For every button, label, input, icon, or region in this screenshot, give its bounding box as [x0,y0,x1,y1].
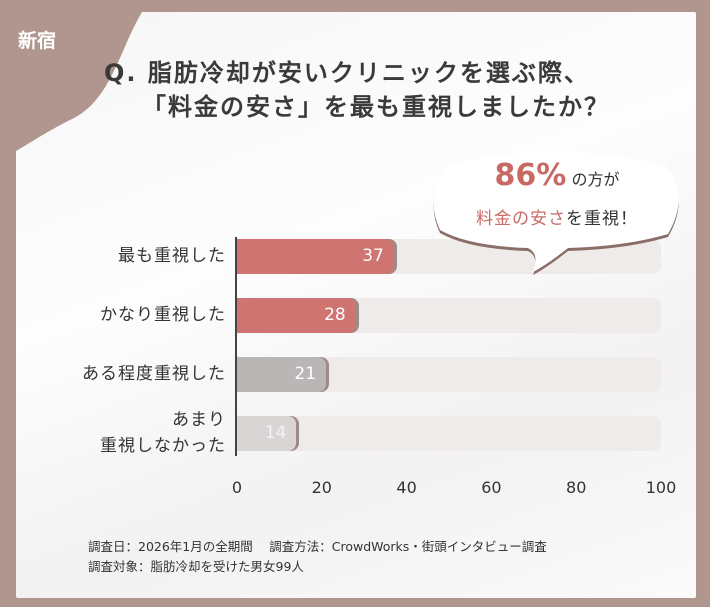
location-tag: 新宿 [18,30,57,52]
title-line2: 「料金の安さ」を最も重視しましたか？ [142,93,610,121]
callout-percent: 86% [494,158,567,193]
bar-value-label: 14 [264,423,287,443]
callout-highlight: 料金の安さ [476,209,566,229]
footer-survey-info: 調査日：2026年1月の全期間 調査方法：CrowdWorks・街頭インタビュー… [88,539,547,554]
bar: 21 [237,357,327,392]
title-line1: Q. 脂肪冷却が安いクリニックを選ぶ際、 [104,59,590,87]
callout-line1: 86% の方が [428,158,686,193]
footer-survey-target: 調査対象：脂肪冷却を受けた男女99人 [88,559,304,574]
callout-text2: を重視！ [566,209,638,229]
category-label: 最も重視した [118,246,226,266]
callout-text1: の方が [571,170,620,189]
y-axis-line [235,237,237,456]
category-label: かなり重視した [100,305,226,325]
x-tick-label: 0 [231,478,243,497]
x-tick-label: 80 [566,478,587,497]
x-tick-label: 100 [645,478,677,497]
bar: 14 [237,416,297,451]
bar-value-label: 21 [294,364,317,384]
bar-value-label: 28 [324,305,346,325]
callout-bubble: 86% の方が 料金の安さを重視！ [428,146,686,272]
corner-decoration [0,0,150,160]
callout-line2: 料金の安さを重視！ [428,204,686,229]
bar-value-label: 37 [362,246,384,266]
category-label: あまり 重視しなかった [100,410,226,456]
x-tick-label: 20 [311,478,332,497]
bar: 28 [237,298,356,333]
x-tick-label: 40 [396,478,417,497]
bar-track [237,416,661,451]
x-tick-label: 60 [481,478,502,497]
question-title: Q. 脂肪冷却が安いクリニックを選ぶ際、 「料金の安さ」を最も重視しましたか？ [104,56,610,124]
bar: 37 [237,239,394,274]
speech-bubble-shape [433,152,679,272]
category-label: ある程度重視した [82,364,226,384]
